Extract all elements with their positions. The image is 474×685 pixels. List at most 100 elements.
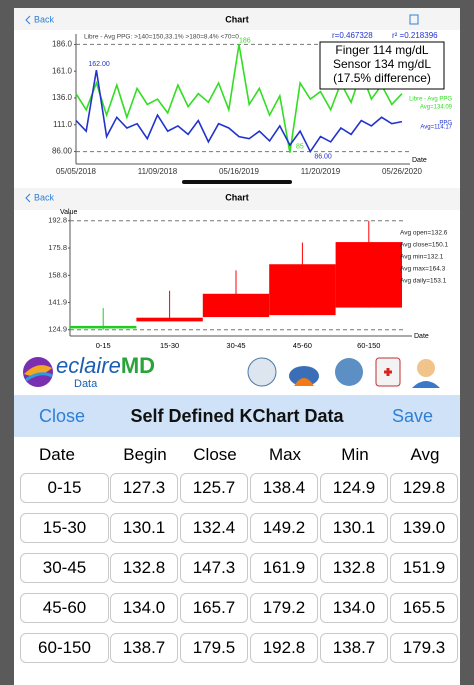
note: Avg close=150.1 (400, 242, 449, 249)
table-cell[interactable]: 132.4 (180, 513, 248, 543)
back-arrow[interactable] (25, 193, 31, 203)
table-cell[interactable]: 147.3 (180, 553, 248, 583)
r-label: r=0.467328 (332, 31, 373, 40)
column-header: Date (39, 445, 75, 464)
table-cell[interactable]: 130.1 (110, 513, 178, 543)
table-cell[interactable]: 149.2 (250, 513, 318, 543)
table-cell[interactable]: 132.8 (110, 553, 178, 583)
legend-label: Libre - Avg PPG (409, 97, 452, 103)
note: Avg daily=153.1 (400, 278, 447, 285)
nav-bar (14, 8, 460, 30)
table-cell[interactable]: 129.8 (390, 473, 458, 503)
table-cell[interactable]: 45-60 (20, 593, 109, 623)
nav-title: Chart (225, 192, 249, 202)
x-tick-label: 30-45 (226, 341, 245, 350)
table-cell[interactable]: 138.4 (250, 473, 318, 503)
legend-label: PPG (439, 121, 452, 127)
logo-swoosh (25, 372, 53, 382)
x-axis-label: Date (414, 333, 429, 340)
table-cell[interactable]: 179.3 (390, 633, 458, 663)
table-cell[interactable]: 139.0 (390, 513, 458, 543)
close-button[interactable]: Close (39, 406, 86, 426)
table-cell[interactable]: 134.0 (320, 593, 388, 623)
nav-bar (14, 188, 460, 210)
point-label: 85 (296, 143, 304, 150)
table-cell[interactable]: 127.3 (110, 473, 178, 503)
candle-body (269, 264, 336, 316)
table-cell[interactable]: 179.2 (250, 593, 318, 623)
data-table: Date Begin Close Max Min Avg 0-15 127.3 125.7 138… (14, 437, 460, 685)
panel-title: Self Defined KChart Data (130, 406, 344, 426)
back-button[interactable]: Back (34, 14, 55, 24)
note: Avg open=132.6 (400, 230, 448, 237)
toolbar-icons (247, 357, 440, 388)
candle-body (70, 325, 137, 329)
point-label: 86.00 (314, 153, 332, 160)
y-tick-label: 158.8 (48, 270, 67, 279)
table-cell[interactable]: 138.7 (320, 633, 388, 663)
table-cell[interactable]: 0-15 (20, 473, 109, 503)
icon-flame (294, 378, 314, 386)
table-cell[interactable]: 130.1 (320, 513, 388, 543)
icon-hand[interactable] (247, 357, 277, 387)
share-icon[interactable] (409, 14, 419, 25)
icon-tools[interactable] (335, 358, 363, 386)
table-cell[interactable]: 132.8 (320, 553, 388, 583)
panel-header: Close Self Defined KChart Data Save (14, 395, 460, 437)
y-tick-label: 186.0 (52, 40, 73, 49)
icon-doctor-body (412, 381, 440, 388)
icon-pot[interactable] (289, 366, 319, 386)
icon-cross (384, 368, 392, 376)
column-header: Begin (123, 445, 167, 464)
table-cell[interactable]: 15-30 (20, 513, 109, 543)
callout-box (319, 41, 445, 90)
logo-text: eclaireMD (56, 353, 155, 378)
x-tick-label: 11/20/2019 (301, 167, 341, 176)
y-tick-label: 124.9 (48, 325, 67, 334)
y-axis-label: Value (60, 209, 77, 216)
table-cell[interactable]: 161.9 (250, 553, 318, 583)
x-tick-label: 60-150 (357, 341, 380, 350)
back-arrow[interactable] (25, 15, 31, 25)
legend-avg: Avg=114.17 (420, 125, 452, 131)
column-header: Min (341, 445, 369, 464)
column-header: Avg (410, 445, 440, 464)
subtitle: Libre - Avg PPG: >140=150,33.1% >180=8.4… (84, 34, 239, 41)
table-cell[interactable]: 179.5 (180, 633, 248, 663)
table-cell[interactable]: 125.7 (180, 473, 248, 503)
back-button[interactable]: Back (34, 192, 55, 202)
y-tick-label: 136.0 (52, 93, 73, 102)
app-screen: Back Chart Back Chart eclaireMD Data 86.… (14, 8, 460, 685)
table-cell[interactable]: 165.5 (390, 593, 458, 623)
table-cell[interactable]: 134.0 (110, 593, 178, 623)
table-cell[interactable]: 138.7 (110, 633, 178, 663)
table-cell[interactable]: 124.9 (320, 473, 388, 503)
y-tick-label: 111.0 (53, 120, 72, 129)
icon-doctor[interactable] (417, 359, 435, 377)
table-cell[interactable]: 165.7 (180, 593, 248, 623)
point-label: 186 (239, 37, 251, 44)
candle-body (202, 293, 270, 318)
table-cell[interactable]: 30-45 (20, 553, 109, 583)
candle-body (136, 317, 203, 322)
table-cell[interactable]: 151.9 (390, 553, 458, 583)
column-header: Max (268, 445, 302, 464)
table-cell[interactable]: 60-150 (20, 633, 109, 663)
column-header: Close (193, 445, 237, 464)
x-tick-label: 45-60 (293, 341, 312, 350)
table-cell[interactable]: 192.8 (250, 633, 318, 663)
callout-line: Sensor 134 mg/dL (333, 57, 431, 71)
save-button[interactable]: Save (391, 406, 433, 426)
logo-swoosh (24, 365, 52, 376)
note: Avg min=132.1 (400, 254, 444, 261)
data-line (75, 44, 403, 153)
callout-line: (17.5% difference) (333, 71, 431, 85)
data-line (75, 69, 403, 154)
logo-sub: Data (74, 378, 98, 390)
y-tick-label: 192.8 (48, 216, 67, 225)
legend-avg: Avg=134.09 (420, 105, 453, 111)
y-tick-label: 86.00 (52, 147, 73, 156)
y-tick-label: 141.9 (48, 297, 67, 306)
x-tick-label: 05/05/2018 (56, 167, 97, 176)
